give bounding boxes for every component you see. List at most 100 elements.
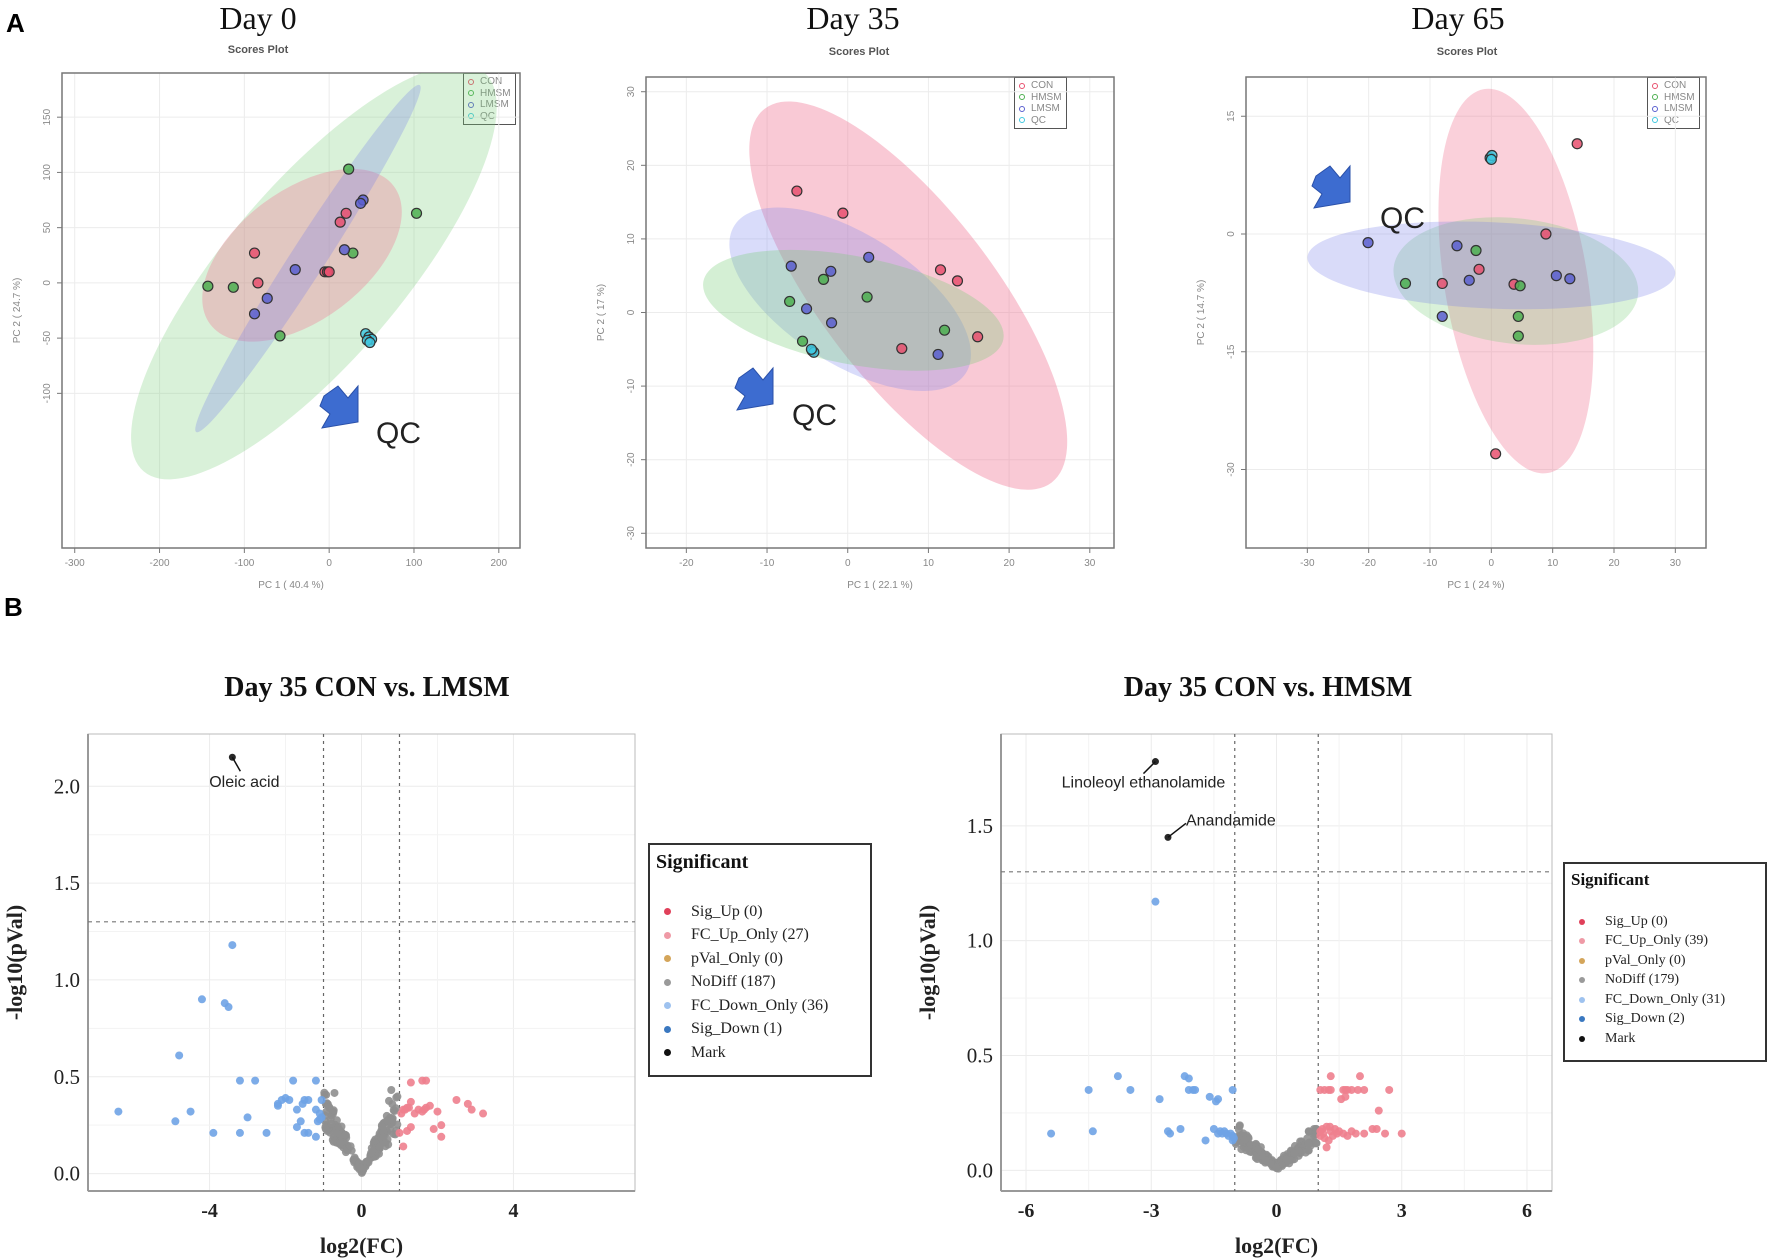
y-tick-label: 50 [42, 222, 53, 234]
data-point-nodiff [1290, 1149, 1299, 1158]
data-point-fc-down-only [298, 1099, 307, 1108]
x-tick-label: -200 [150, 558, 170, 569]
data-point-fc-up-only [422, 1076, 431, 1085]
legend-label: HMSM [1664, 91, 1695, 103]
data-point-fc-down-only [1155, 1095, 1164, 1104]
legend-item: HMSM [468, 88, 511, 100]
confidence-ellipse-lmsm [729, 207, 971, 392]
data-point-fc-down-only [1166, 1129, 1175, 1138]
data-point-lmsm [1436, 310, 1448, 323]
legend-item: QC [1652, 115, 1695, 127]
x-tick-label: -10 [760, 558, 775, 569]
data-point-nodiff [1240, 1135, 1249, 1144]
data-point-nodiff [322, 1090, 331, 1099]
confidence-ellipse-lmsm [1307, 221, 1676, 310]
data-point-fc-up-only [463, 1099, 472, 1108]
legend-title: Significant [1571, 870, 1650, 889]
data-point-fc-up-only [437, 1121, 446, 1130]
data-point-hmsm [1512, 330, 1524, 342]
pca-day0-title: Day 0 [219, 0, 297, 36]
legend-label: QC [480, 111, 495, 123]
x-tick-label: 20 [1608, 558, 1620, 569]
x-tick-label: 0 [1272, 1200, 1282, 1222]
data-point-nodiff [379, 1133, 388, 1142]
data-point-hmsm [410, 207, 423, 219]
legend-label: Sig_Up (0) [1605, 913, 1668, 929]
pca-day35-legend: CON HMSM LMSM QC [1014, 77, 1067, 129]
data-point-fc-down-only [251, 1076, 260, 1085]
y-tick-label: 1.5 [967, 814, 993, 838]
volcano-hmsm-title: Day 35 CON vs. HMSM [1123, 672, 1413, 703]
x-tick-label: -3 [1143, 1200, 1160, 1222]
data-point-lmsm [1463, 274, 1475, 286]
x-tick-label: 200 [490, 558, 507, 569]
data-point-lmsm [1564, 273, 1576, 285]
y-tick-label: 0 [626, 309, 637, 315]
legend-label: Sig_Down (2) [1605, 1011, 1685, 1027]
data-point-nodiff [367, 1148, 376, 1157]
data-point-fc-down-only [262, 1128, 271, 1137]
data-point-fc-up-only [1372, 1124, 1381, 1133]
confidence-ellipse-lmsm [195, 84, 421, 433]
data-point-fc-up-only [1374, 1106, 1383, 1115]
x-tick-label: 0 [845, 558, 851, 569]
data-point-fc-up-only [1326, 1072, 1335, 1081]
plot-area [1307, 88, 1676, 474]
data-point-con [837, 207, 849, 219]
data-point-fc-down-only [289, 1076, 298, 1085]
data-point-con [1436, 277, 1448, 290]
y-tick-label: 0.5 [967, 1044, 993, 1068]
data-point-fc-up-only [452, 1095, 461, 1104]
legend-label: LMSM [1664, 103, 1693, 114]
x-axis-label: log2(FC) [320, 1233, 403, 1258]
legend-label: Sig_Down (1) [691, 1020, 783, 1038]
data-point-fc-down-only [197, 995, 206, 1004]
y-tick-label: -30 [626, 526, 637, 541]
legend-item: FC_Up_Only (39) [1579, 932, 1765, 952]
data-point-nodiff [390, 1106, 399, 1115]
volcano-lmsm-title: Day 35 CON vs. LMSM [224, 672, 510, 703]
data-point-nodiff [321, 1123, 330, 1132]
pca-day65-legend: CON HMSM LMSM QC [1647, 77, 1700, 129]
data-point-con [1473, 263, 1485, 275]
data-point-fc-down-only [1201, 1136, 1210, 1145]
legend-item: LMSM [468, 99, 511, 111]
data-point-fc-down-only [171, 1117, 180, 1126]
data-point-fc-down-only [175, 1051, 184, 1060]
qc-annotation-label: QC [792, 399, 837, 432]
data-point-hmsm [796, 335, 809, 347]
legend-item: CON [1019, 80, 1062, 92]
data-point-nodiff [393, 1120, 402, 1129]
y-tick-label: 0 [42, 280, 53, 286]
data-point-con [791, 185, 803, 197]
data-point-lmsm [289, 264, 301, 276]
confidence-ellipse-hmsm [703, 249, 1004, 371]
data-point-nodiff [1235, 1122, 1244, 1131]
data-point-fc-down-only [1214, 1095, 1223, 1104]
label-leader-line [231, 756, 241, 772]
x-tick-label: 6 [1522, 1200, 1532, 1222]
data-point-qc [805, 343, 818, 355]
legend-label: HMSM [1031, 91, 1062, 103]
data-point-nodiff [388, 1100, 397, 1109]
data-point-fc-down-only [1191, 1085, 1200, 1094]
data-point-fc-down-only [304, 1095, 313, 1104]
data-point-lmsm [863, 251, 875, 263]
y-axis-label: -log10(pVal) [915, 905, 940, 1020]
pca-day35-plot: -20 -10 0 10 20 30 -30 -20 -10 0 10 20 30 PC 1 ( 22.1… [596, 76, 1115, 591]
legend-item: NoDiff (187) [664, 971, 870, 995]
legend-dot-icon [1579, 977, 1585, 984]
data-point-hmsm [1514, 280, 1526, 292]
data-point-fc-down-only [304, 1128, 313, 1137]
x-axis-label: PC 1 ( 24 %) [1447, 580, 1504, 591]
data-point-lmsm [800, 303, 813, 315]
data-point-fc-down-only [1151, 897, 1160, 906]
plot-frame [61, 72, 521, 549]
legend-item: CON [468, 76, 511, 88]
y-tick-label: 0.5 [54, 1065, 80, 1089]
data-point-fc-up-only [1325, 1122, 1334, 1131]
legend-item: FC_Down_Only (31) [1579, 990, 1765, 1010]
data-point-nodiff [383, 1117, 392, 1126]
legend-item: pVal_Only (0) [664, 947, 870, 971]
legend-dot-icon [664, 931, 671, 939]
